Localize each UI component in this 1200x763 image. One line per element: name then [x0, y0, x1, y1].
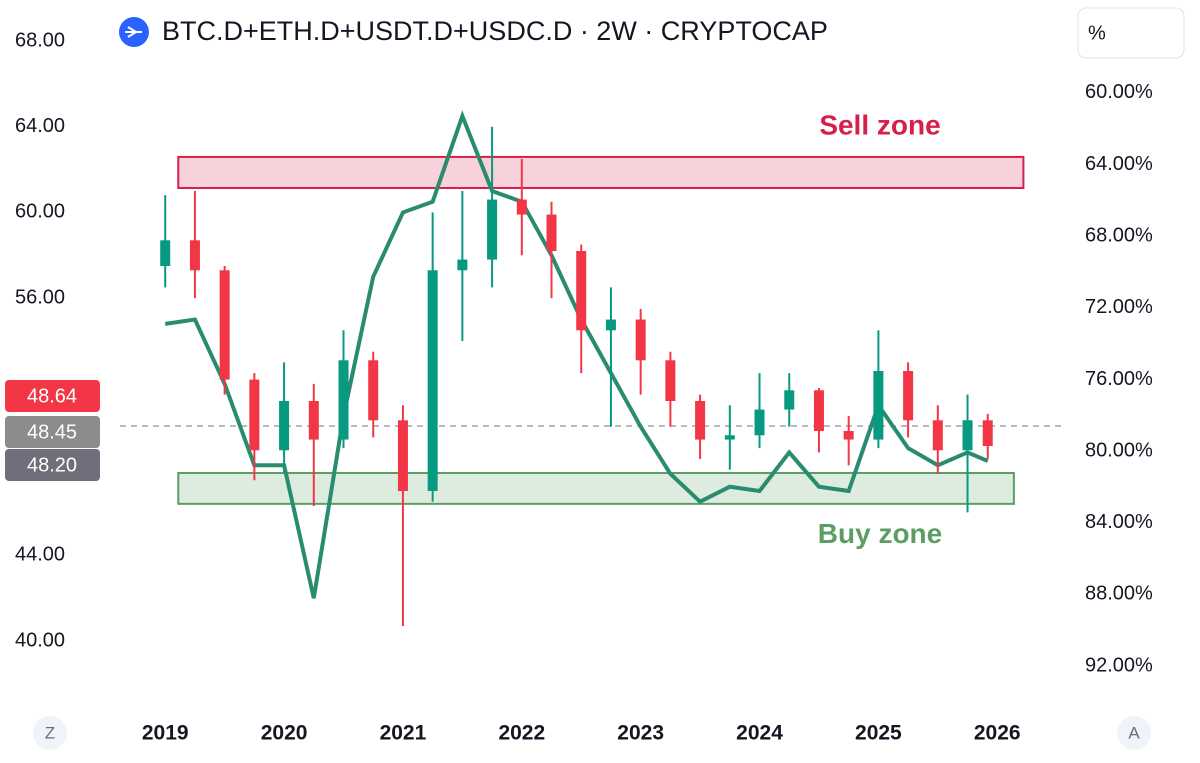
zoom-button-label[interactable]: Z: [45, 723, 55, 742]
candle-body: [516, 199, 527, 215]
candle-body: [665, 360, 676, 401]
candle-body: [784, 390, 795, 410]
y2-tick-label: 88.00%: [1085, 583, 1153, 605]
candle-body: [695, 401, 706, 440]
y-tick-label: 68.00: [15, 29, 65, 51]
y2-tick-label: 64.00%: [1085, 153, 1153, 175]
candle-body: [635, 319, 646, 361]
y2-tick-label: 76.00%: [1085, 368, 1153, 390]
candle-body: [932, 420, 943, 451]
scale-button[interactable]: [1077, 7, 1185, 59]
y-tick-label: 64.00: [15, 115, 65, 137]
candle-body: [724, 435, 735, 440]
price-label: 48.45: [27, 421, 77, 443]
y-tick-label: 44.00: [15, 544, 65, 566]
price-label-bg: [5, 416, 100, 448]
candle-body: [308, 401, 319, 440]
y-tick-label: 56.00: [15, 286, 65, 308]
candle-body: [813, 390, 824, 431]
candle-body: [576, 251, 587, 331]
x-tick-label: 2024: [736, 722, 783, 745]
x-tick-label: 2021: [380, 722, 427, 745]
price-label: 48.20: [27, 454, 77, 476]
auto-button[interactable]: [1117, 716, 1151, 750]
x-tick-label: 2020: [261, 722, 308, 745]
symbol-icon-glyph: [125, 26, 142, 38]
y2-tick-label: 80.00%: [1085, 439, 1153, 461]
candle-body: [487, 199, 498, 260]
x-tick-label: 2026: [974, 722, 1021, 745]
price-label-bg: [5, 380, 100, 412]
y2-tick-label: 72.00%: [1085, 296, 1153, 318]
y2-tick-label: 84.00%: [1085, 511, 1153, 533]
zone-label: Sell zone: [819, 109, 940, 140]
candle-body: [279, 401, 290, 451]
zone: [177, 155, 1025, 190]
zoom-button[interactable]: [33, 716, 67, 750]
candle-body: [605, 319, 616, 331]
candle-body: [962, 420, 973, 451]
candle-body: [427, 270, 438, 491]
y2-tick-label: 60.00%: [1085, 81, 1153, 103]
candle-body: [189, 240, 200, 271]
auto-button-label[interactable]: A: [1128, 723, 1140, 742]
price-label-bg: [5, 449, 100, 481]
candle-body: [873, 371, 884, 440]
x-tick-label: 2019: [142, 722, 189, 745]
candle-body: [338, 360, 349, 440]
price-label: 48.64: [27, 385, 77, 407]
candle-body: [754, 409, 765, 436]
candle-body: [903, 371, 914, 421]
x-tick-label: 2022: [498, 722, 545, 745]
zone: [177, 472, 1015, 505]
candle-body: [397, 420, 408, 491]
candle-body: [219, 270, 230, 380]
candle-body: [160, 240, 171, 266]
candle-body: [546, 214, 557, 251]
x-tick-label: 2023: [617, 722, 664, 745]
chart-title: BTC.D+ETH.D+USDT.D+USDC.D · 2W · CRYPTOC…: [162, 16, 828, 46]
candle-body: [457, 259, 468, 271]
candle-body: [368, 360, 379, 421]
zone-label: Buy zone: [818, 518, 942, 549]
y2-tick-label: 92.00%: [1085, 654, 1153, 676]
candle-body: [982, 420, 993, 446]
candle-body: [249, 379, 260, 451]
y-tick-label: 40.00: [15, 629, 65, 651]
candle-body: [843, 431, 854, 440]
scale-button-label[interactable]: %: [1088, 22, 1106, 44]
y2-tick-label: 68.00%: [1085, 225, 1153, 247]
y-tick-label: 60.00: [15, 201, 65, 223]
x-tick-label: 2025: [855, 722, 902, 745]
